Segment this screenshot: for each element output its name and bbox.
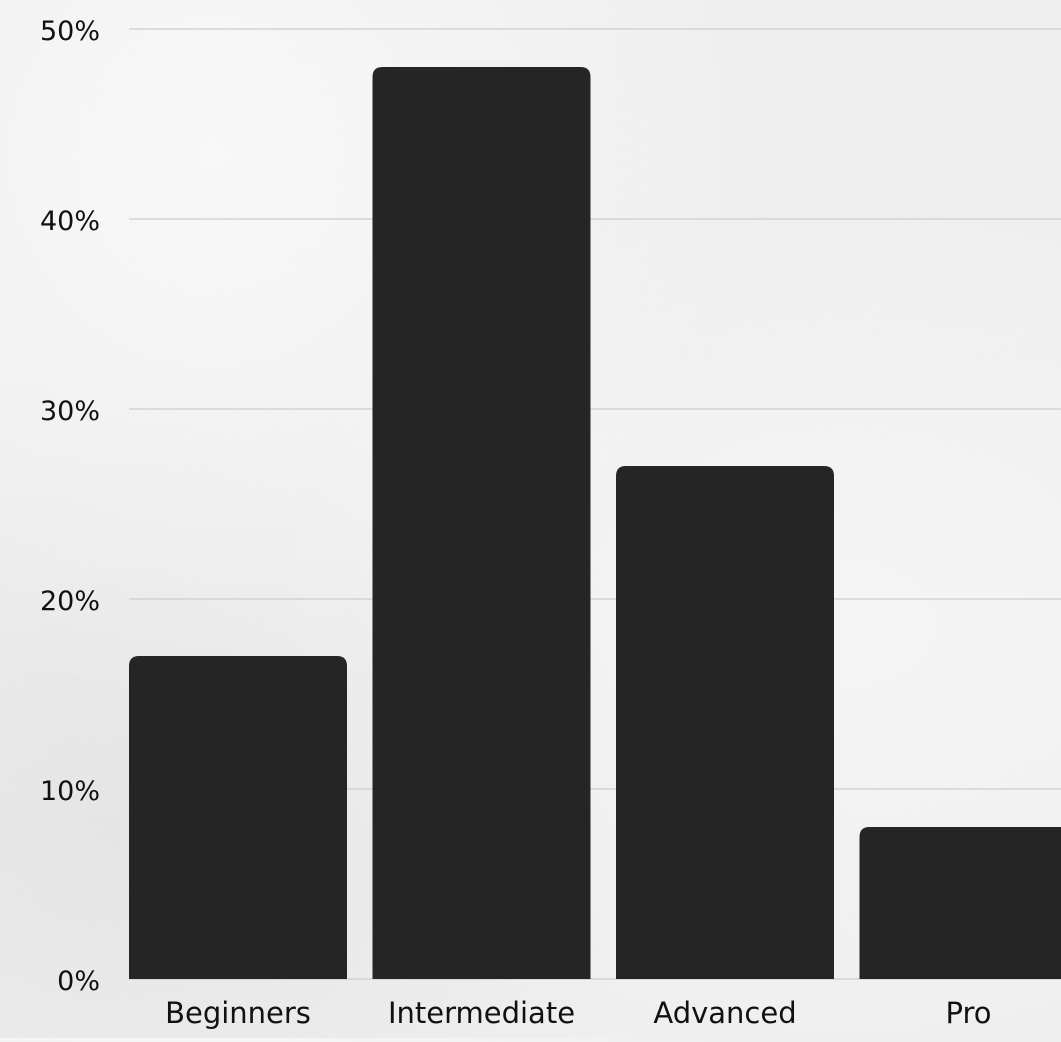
x-tick-label: Advanced [653,996,796,1030]
bar-pro [860,827,1061,979]
y-tick-label: 20% [40,586,100,617]
y-axis-tick-labels: 0% 10% 20% 30% 40% 50% [40,16,100,997]
x-tick-label: Pro [945,996,991,1030]
x-tick-label: Beginners [165,996,311,1030]
y-tick-label: 0% [57,966,100,997]
bar-beginners [129,656,347,979]
y-tick-label: 10% [40,776,100,807]
bars [129,67,1061,979]
y-tick-label: 50% [40,16,100,47]
x-axis-tick-labels: Beginners Intermediate Advanced Pro [165,996,991,1030]
bar-intermediate [373,67,591,979]
y-tick-label: 40% [40,206,100,237]
x-tick-label: Intermediate [388,996,575,1030]
y-tick-label: 30% [40,396,100,427]
bar-advanced [616,466,834,979]
